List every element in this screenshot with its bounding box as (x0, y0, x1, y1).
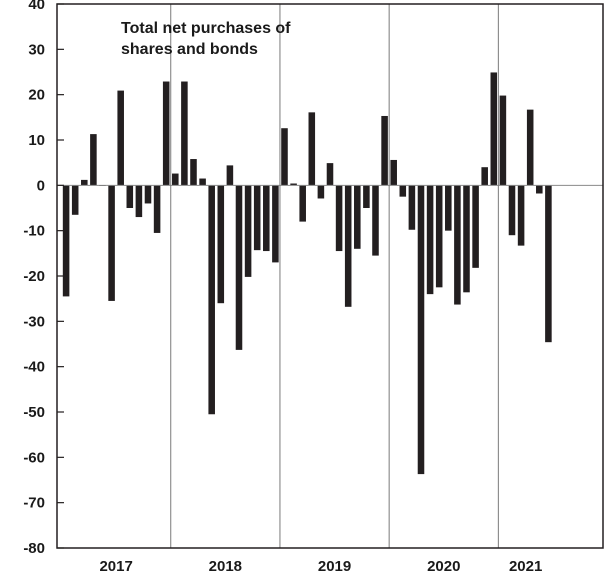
year-dividers (170, 4, 499, 548)
bar (445, 185, 452, 231)
x-year-label: 2018 (209, 558, 242, 575)
bar (472, 185, 479, 268)
bar (426, 185, 434, 295)
annotation-line-1: Total net purchases of (121, 20, 291, 37)
bar (281, 128, 288, 186)
annotation-line-2: shares and bonds (121, 41, 258, 58)
bar (536, 185, 543, 194)
bar (208, 185, 215, 415)
bar (390, 159, 397, 186)
bar (454, 185, 461, 305)
x-axis-labels: 2017 2018 2019 2020 2021 (99, 558, 542, 575)
bar (162, 81, 170, 186)
y-tick-label: -40 (23, 359, 45, 376)
bar (290, 183, 297, 186)
y-tick-label: -30 (23, 313, 45, 330)
bar (481, 167, 488, 186)
bar (335, 185, 343, 252)
bar (517, 185, 525, 246)
y-axis-ticks (57, 3, 64, 549)
bar (90, 134, 97, 186)
bar (526, 109, 534, 186)
y-tick-label: -60 (23, 449, 45, 466)
bar (144, 185, 152, 204)
bar (499, 95, 507, 186)
bar (463, 185, 470, 293)
y-tick-label: 30 (28, 41, 45, 58)
bar (381, 115, 388, 186)
y-tick-label: -20 (23, 268, 45, 285)
bar (226, 165, 234, 186)
bar (354, 185, 361, 249)
bar (62, 185, 70, 297)
bar (126, 185, 134, 208)
bar (181, 81, 188, 186)
x-year-label: 2020 (427, 558, 460, 575)
x-year-label: 2021 (509, 558, 542, 575)
y-tick-label: -50 (23, 404, 45, 421)
bar (490, 72, 498, 186)
bar (253, 185, 261, 251)
bar (272, 185, 279, 263)
bar (153, 185, 161, 233)
y-tick-label: -10 (23, 223, 45, 240)
x-year-label: 2017 (99, 558, 132, 575)
bar (408, 185, 416, 230)
y-axis-labels: 40 30 20 10 0 -10 -20 -30 -40 -50 -60 -70 -80 (23, 0, 45, 557)
bar (199, 178, 206, 186)
y-tick-label: 0 (37, 177, 45, 194)
bar (545, 185, 552, 343)
bar (135, 185, 143, 218)
bar (508, 185, 516, 236)
y-tick-label: 40 (28, 0, 45, 13)
bar (435, 185, 443, 288)
x-year-label: 2019 (318, 558, 351, 575)
y-tick-label: 10 (28, 132, 45, 149)
bar (244, 185, 252, 277)
bar (326, 163, 334, 186)
bar (81, 179, 88, 186)
bar (317, 185, 325, 199)
bar (263, 185, 270, 252)
bar (172, 173, 179, 186)
bar (299, 185, 306, 222)
bar (363, 185, 370, 208)
bar (344, 185, 352, 307)
bar (71, 185, 79, 215)
bar (217, 185, 225, 304)
bars-group (62, 72, 552, 475)
y-tick-label: -70 (23, 495, 45, 512)
y-tick-label: 20 (28, 87, 45, 104)
bar (308, 112, 316, 186)
bar (190, 159, 197, 186)
bar (372, 185, 379, 256)
bar (417, 185, 425, 475)
y-tick-label: -80 (23, 540, 45, 557)
bar (399, 185, 407, 197)
plot-frame (56, 3, 604, 549)
bar (235, 185, 243, 350)
bar (108, 185, 115, 301)
bar (117, 90, 124, 186)
